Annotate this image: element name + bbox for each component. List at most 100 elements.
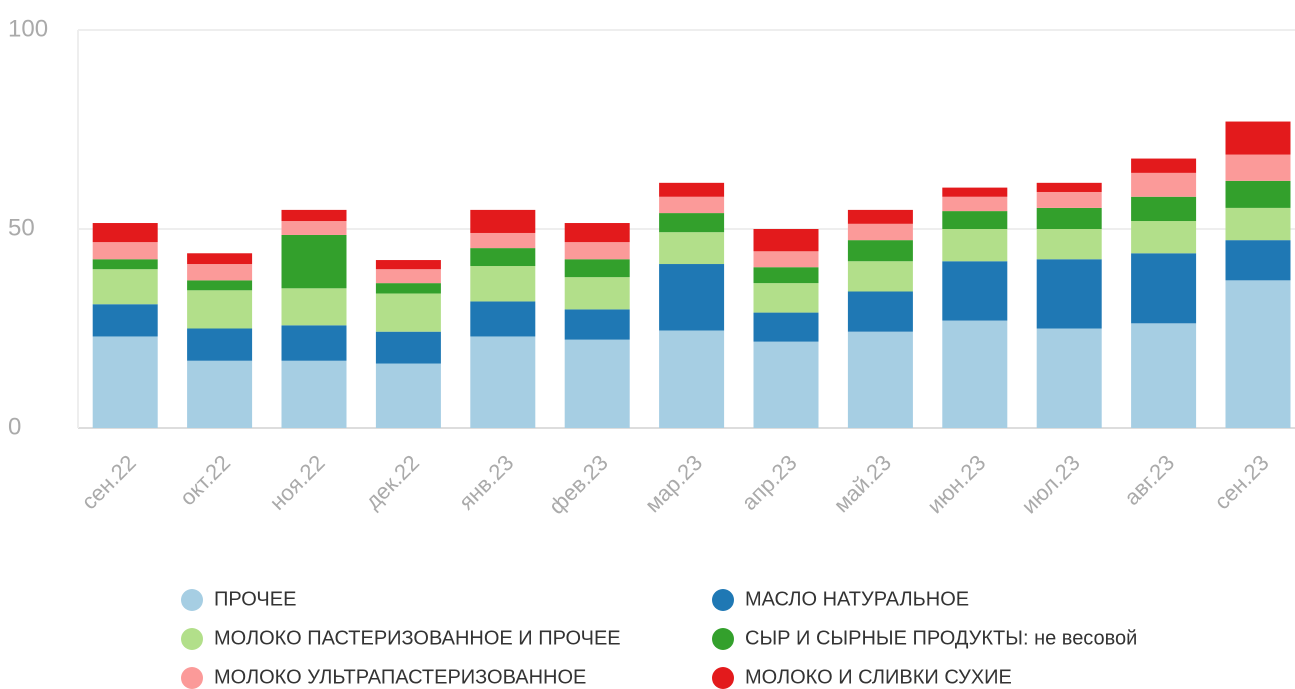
bar-segment (847, 209, 913, 224)
x-tick-label: окт.22 (175, 450, 235, 510)
y-tick-label: 0 (8, 413, 21, 440)
bar-segment (470, 336, 536, 428)
bar-segment (753, 341, 819, 428)
x-tick-label: июл.23 (1016, 450, 1084, 518)
bar-segment (187, 290, 253, 329)
bar-segment (753, 251, 819, 268)
bar-segment (1131, 196, 1197, 222)
bar-segment (1036, 328, 1102, 428)
bar-segment (187, 253, 253, 265)
legend-label: МАСЛО НАТУРАЛЬНОЕ (745, 588, 969, 610)
bar-segment (1225, 207, 1291, 241)
bar-segment (564, 259, 630, 278)
bar-segment (1225, 121, 1291, 155)
bar-segment (375, 260, 441, 270)
bar-segment (281, 360, 347, 428)
legend-label: МОЛОКО УЛЬТРАПАСТЕРИЗОВАННОЕ (214, 666, 586, 688)
legend-label: ПРОЧЕЕ (214, 588, 296, 610)
bar-segment (470, 301, 536, 337)
bar-segment (1131, 253, 1197, 324)
bar-segment (942, 196, 1008, 212)
x-tick-label: ноя.22 (265, 450, 330, 515)
bar-segment (659, 330, 725, 428)
bar-segment (564, 309, 630, 340)
bar-segment (1036, 207, 1102, 229)
bar-segment (1131, 158, 1197, 173)
bar-segment (753, 283, 819, 313)
bar-segment (375, 283, 441, 294)
bar-segment (92, 259, 158, 270)
bar-segment (564, 339, 630, 428)
bar-segment (942, 229, 1008, 262)
bar-segment (564, 277, 630, 310)
bar-segment (187, 280, 253, 291)
x-tick-label: дек.22 (360, 450, 424, 514)
bar-segment (1036, 191, 1102, 208)
legend-marker (712, 589, 734, 611)
x-tick-label: апр.23 (737, 450, 802, 515)
bar-segment (847, 331, 913, 428)
bar-segment (1225, 280, 1291, 428)
bar-segment (281, 325, 347, 361)
bar-segment (281, 221, 347, 235)
bar-segment (659, 264, 725, 331)
bar-segment (847, 261, 913, 292)
bar-segment (659, 196, 725, 214)
y-tick-label: 50 (8, 214, 35, 241)
x-tick-label: авг.23 (1119, 450, 1179, 510)
bar-segment (92, 242, 158, 260)
legend-marker (181, 589, 203, 611)
bar-segment (847, 223, 913, 241)
bar-segment (470, 248, 536, 267)
bar-segment (281, 209, 347, 222)
x-tick-label: янв.23 (454, 450, 519, 515)
legend-label: МОЛОКО И СЛИВКИ СУХИЕ (745, 666, 1012, 688)
legend-marker (712, 667, 734, 689)
bar-segment (92, 304, 158, 337)
bar-segment (1225, 154, 1291, 181)
x-tick-label: июн.23 (922, 450, 990, 518)
bar-segment (375, 269, 441, 284)
bar-segment (659, 232, 725, 265)
x-tick-label: сен.23 (1209, 450, 1273, 514)
bar-segment (564, 223, 630, 243)
x-tick-label: май.23 (829, 450, 896, 517)
bar-segment (564, 242, 630, 260)
bar-segment (1225, 240, 1291, 281)
bar-segment (1036, 182, 1102, 192)
bar-segment (847, 291, 913, 332)
bar-segment (1131, 323, 1197, 428)
bar-segment (753, 267, 819, 284)
legend-label: СЫР И СЫРНЫЕ ПРОДУКТЫ: не весовой (745, 627, 1137, 649)
bar-segment (753, 229, 819, 252)
bar-segment (1131, 221, 1197, 254)
bar-segment (281, 234, 347, 289)
legend-label: МОЛОКО ПАСТЕРИЗОВАННОЕ И ПРОЧЕЕ (214, 627, 621, 649)
x-tick-label: фев.23 (544, 450, 613, 519)
bar-segment (659, 182, 725, 197)
bar-segment (1036, 259, 1102, 329)
legend-marker (181, 667, 203, 689)
bar-segment (942, 261, 1008, 321)
bar-segment (375, 331, 441, 364)
legend-marker (181, 628, 203, 650)
bar-segment (92, 336, 158, 428)
bar-segment (187, 264, 253, 281)
bar-segment (187, 360, 253, 428)
bar-segment (1131, 172, 1197, 197)
bar-segment (942, 320, 1008, 428)
bar-segment (659, 213, 725, 233)
bar-segment (942, 187, 1008, 197)
bar-segment (470, 209, 536, 233)
bar-segment (753, 312, 819, 342)
bar-segment (92, 269, 158, 305)
bar-segment (375, 363, 441, 428)
y-tick-label: 100 (8, 15, 48, 42)
legend-marker (712, 628, 734, 650)
bar-segment (281, 288, 347, 326)
bar-segment (92, 223, 158, 243)
x-tick-label: сен.22 (77, 450, 141, 514)
bar-segment (470, 232, 536, 249)
x-tick-label: мар.23 (640, 450, 707, 517)
